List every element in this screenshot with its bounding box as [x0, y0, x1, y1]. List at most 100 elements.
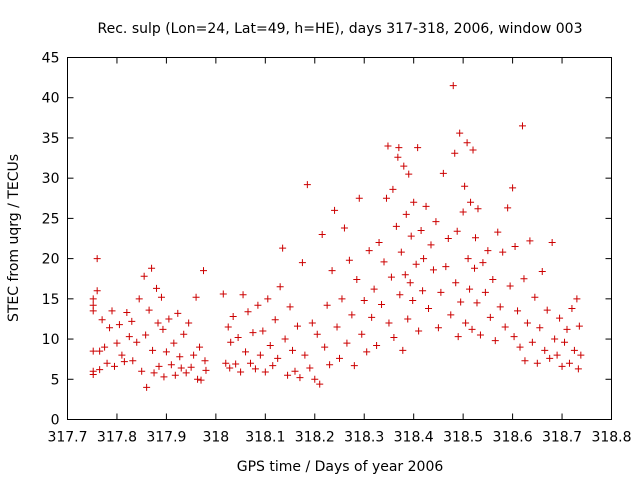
data-point — [355, 194, 363, 202]
y-tick-label: 40 — [42, 91, 60, 107]
data-point — [154, 319, 162, 327]
data-point — [378, 300, 386, 308]
data-point — [496, 303, 504, 311]
chart-title: Rec. sulp (Lon=24, Lat=49, h=HE), days 3… — [98, 21, 583, 37]
data-point — [506, 282, 514, 290]
data-point — [264, 295, 272, 303]
data-point — [472, 234, 479, 242]
data-point — [469, 146, 477, 154]
data-point — [229, 313, 237, 321]
x-tick-label: 318.5 — [443, 430, 483, 446]
data-point — [561, 338, 569, 346]
data-point — [153, 284, 161, 292]
data-point — [110, 362, 118, 370]
data-point — [298, 259, 306, 267]
data-point — [453, 227, 461, 235]
data-point — [89, 295, 97, 303]
data-point — [311, 375, 319, 383]
y-axis-label: STEC from uqrg / TECUs — [6, 154, 22, 322]
data-point — [167, 361, 175, 369]
data-point — [415, 327, 423, 335]
y-tick-label: 20 — [42, 252, 60, 268]
data-point — [125, 333, 133, 341]
data-point — [353, 276, 361, 284]
data-point — [128, 317, 136, 325]
data-point — [182, 369, 190, 377]
data-point — [293, 322, 301, 330]
x-tick-label: 317.7 — [47, 430, 87, 446]
data-point — [570, 346, 578, 354]
data-point — [533, 359, 541, 367]
data-point — [401, 271, 409, 279]
data-point — [489, 276, 497, 284]
data-point — [461, 182, 469, 190]
data-point — [219, 290, 227, 298]
data-point — [410, 198, 418, 206]
x-tick-label: 318.1 — [245, 430, 285, 446]
data-point — [244, 308, 252, 316]
data-point — [138, 367, 146, 375]
data-point — [93, 255, 101, 263]
data-point — [289, 346, 297, 354]
data-point — [396, 291, 404, 299]
data-point — [434, 324, 442, 332]
data-point — [281, 335, 289, 343]
data-point — [370, 285, 378, 293]
data-point — [200, 267, 207, 275]
data-point — [159, 325, 167, 333]
data-point — [224, 323, 232, 331]
data-point — [345, 256, 353, 264]
data-point — [510, 333, 518, 341]
data-point — [246, 359, 254, 367]
data-point — [303, 181, 311, 189]
data-point — [251, 365, 259, 373]
data-point — [467, 198, 475, 206]
data-point — [484, 247, 492, 255]
data-point — [373, 341, 381, 349]
data-point — [471, 264, 479, 272]
data-point — [425, 304, 433, 312]
x-tick-label: 318.2 — [295, 430, 335, 446]
data-point — [429, 266, 437, 274]
x-tick-label: 318.7 — [542, 430, 582, 446]
data-point — [249, 329, 257, 337]
data-point — [427, 241, 435, 249]
data-point — [406, 279, 414, 287]
data-point — [509, 184, 517, 192]
data-point — [417, 226, 425, 234]
data-point — [242, 348, 250, 356]
data-point — [363, 348, 371, 356]
data-point — [106, 324, 114, 332]
data-point — [279, 244, 287, 252]
data-point — [286, 303, 294, 311]
data-point — [412, 260, 420, 268]
x-tick-label: 317.8 — [97, 430, 137, 446]
data-point — [343, 339, 351, 347]
data-point — [392, 222, 400, 230]
data-point — [171, 371, 179, 379]
data-point — [397, 248, 405, 256]
data-point — [201, 357, 209, 365]
data-point — [333, 323, 341, 331]
data-point — [185, 319, 193, 327]
data-point — [103, 359, 111, 367]
data-point — [360, 296, 368, 304]
data-point — [226, 364, 234, 372]
data-point — [296, 374, 304, 382]
data-point — [521, 357, 529, 365]
data-point — [457, 298, 465, 306]
data-point — [420, 255, 428, 263]
data-point — [237, 368, 245, 376]
data-point — [402, 210, 410, 218]
data-point — [399, 346, 407, 354]
data-point — [481, 288, 489, 296]
data-point — [476, 331, 484, 339]
data-point — [194, 375, 202, 383]
data-point — [316, 380, 324, 388]
data-point — [274, 354, 282, 362]
y-tick-label: 45 — [42, 51, 60, 67]
data-point — [504, 204, 512, 212]
data-point — [528, 338, 536, 346]
data-point — [479, 259, 487, 267]
